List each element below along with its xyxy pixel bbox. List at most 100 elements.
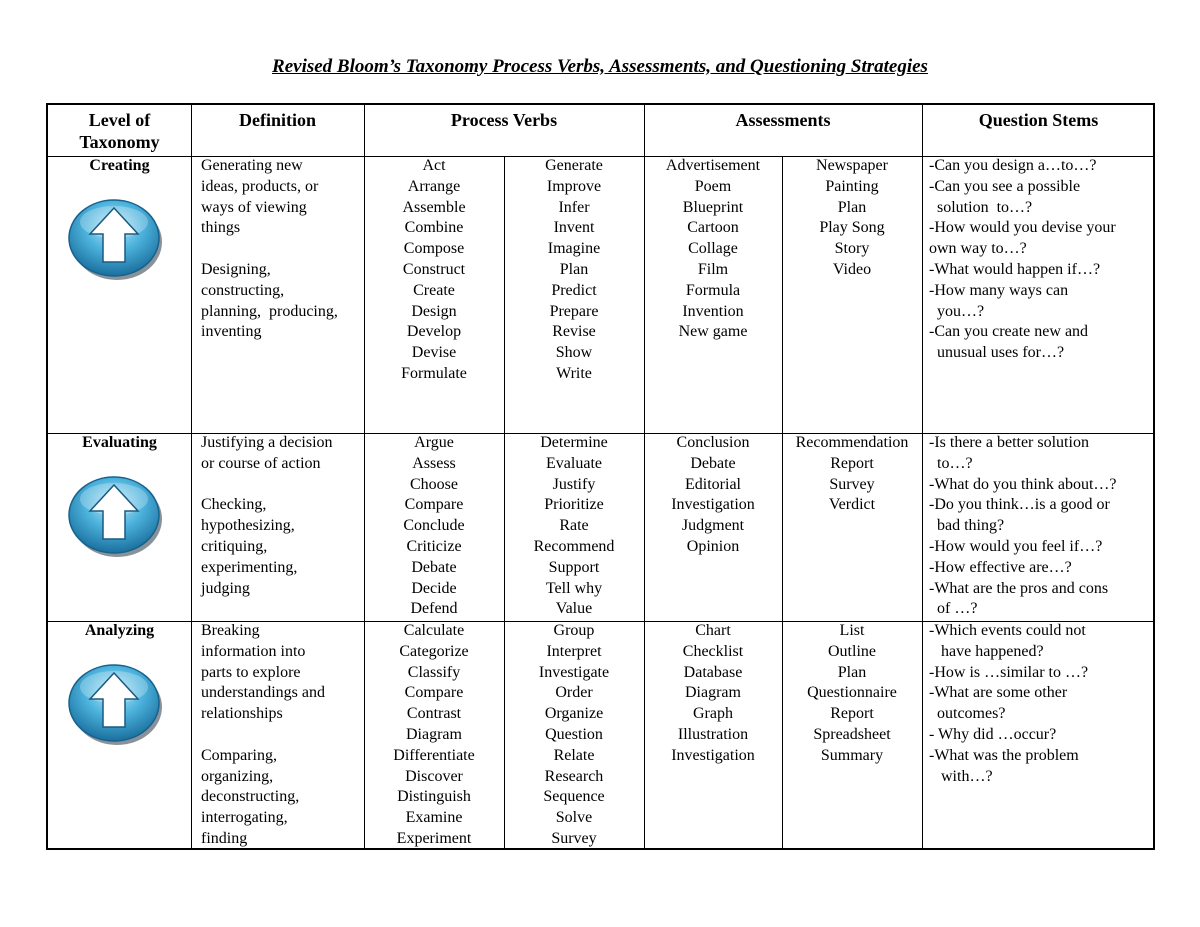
cell-line: Outline bbox=[828, 642, 876, 660]
cell-line: Recommend bbox=[533, 537, 615, 555]
cell-line: Act bbox=[422, 157, 446, 174]
definition-cell: Breaking information into parts to explore… bbox=[201, 621, 325, 850]
assessments-cell: Advertisement Poem Blueprint Cartoon Collage… bbox=[644, 156, 782, 343]
definition-cell: Generating new ideas, products, or ways of… bbox=[201, 156, 338, 343]
cell-line: Categorize bbox=[399, 642, 469, 660]
cell-line: Compose bbox=[403, 240, 465, 258]
cell-line: Predict bbox=[551, 281, 597, 299]
cell-line: Show bbox=[555, 344, 593, 362]
cell-line: Organize bbox=[544, 705, 604, 723]
cell-line: planning, producing, bbox=[201, 302, 338, 320]
cell-line: Breaking bbox=[201, 622, 260, 639]
cell-line bbox=[201, 239, 338, 260]
cell-line: Checklist bbox=[682, 642, 744, 660]
cell-line: New game bbox=[678, 323, 748, 341]
cell-line: Generate bbox=[545, 157, 603, 174]
cell-line: Blueprint bbox=[682, 198, 744, 216]
process-verbs-cell: Group Interpret Investigate Order Organize Qu… bbox=[504, 621, 644, 850]
cell-line: Relate bbox=[553, 746, 595, 764]
cell-line: outcomes? bbox=[929, 705, 1006, 723]
cell-line: Film bbox=[697, 260, 729, 278]
cell-line: Judgment bbox=[681, 517, 745, 535]
cell-line: judging bbox=[201, 579, 250, 597]
cell-line: Design bbox=[411, 302, 457, 320]
cell-line: Newspaper bbox=[816, 157, 888, 174]
cell-line: Cartoon bbox=[687, 219, 739, 237]
up-arrow-icon bbox=[68, 661, 164, 747]
cell-line: Story bbox=[834, 240, 870, 258]
cell-line: -Can you create new and bbox=[929, 323, 1089, 341]
cell-line: Solve bbox=[555, 809, 593, 827]
cell-line: ideas, products, or bbox=[201, 177, 319, 195]
cell-line: Generating new bbox=[201, 157, 303, 174]
question-stems-cell: -Which events could not have happened? -H… bbox=[929, 621, 1088, 787]
cell-line: Order bbox=[555, 684, 593, 702]
cell-line: to…? bbox=[929, 454, 973, 472]
level-label: Analyzing bbox=[84, 622, 155, 639]
cell-line: Classify bbox=[407, 663, 461, 681]
up-arrow-icon bbox=[68, 196, 164, 282]
cell-line: Develop bbox=[406, 323, 462, 341]
cell-line: information into bbox=[201, 642, 306, 660]
cell-line: Infer bbox=[558, 198, 590, 216]
cell-line: critiquing, bbox=[201, 537, 268, 555]
process-verbs-cell: Act Arrange Assemble Combine Compose Construc… bbox=[364, 156, 504, 385]
question-stems-cell: -Can you design a…to…? -Can you see a pos… bbox=[929, 156, 1116, 364]
cell-line: -Can you see a possible bbox=[929, 177, 1081, 195]
cell-line: deconstructing, bbox=[201, 788, 300, 806]
cell-line: understandings and bbox=[201, 684, 325, 702]
cell-line: Investigate bbox=[538, 663, 610, 681]
cell-line: Distinguish bbox=[397, 788, 471, 806]
cell-line: Assemble bbox=[402, 198, 466, 216]
cell-line: -What was the problem bbox=[929, 746, 1079, 764]
cell-line: inventing bbox=[201, 323, 262, 341]
cell-line: unusual uses for…? bbox=[929, 344, 1065, 362]
header-process-verbs: Process Verbs bbox=[450, 110, 558, 130]
cell-line: Debate bbox=[690, 454, 736, 472]
level-label: Evaluating bbox=[82, 434, 157, 451]
cell-line: Invention bbox=[682, 302, 744, 320]
cell-line: - Why did …occur? bbox=[929, 725, 1057, 743]
cell-line: -How many ways can bbox=[929, 281, 1069, 299]
cell-line: Editorial bbox=[685, 475, 741, 493]
cell-line: solution to…? bbox=[929, 198, 1033, 216]
cell-line: or course of action bbox=[201, 454, 321, 472]
cell-line: Survey bbox=[829, 475, 875, 493]
cell-line: -Which events could not bbox=[929, 622, 1086, 639]
cell-line: Sequence bbox=[543, 788, 605, 806]
up-arrow-icon bbox=[68, 473, 164, 559]
cell-line: Compare bbox=[404, 684, 464, 702]
cell-line: Report bbox=[830, 705, 874, 723]
cell-line: Construct bbox=[402, 260, 466, 278]
cell-line: Designing, bbox=[201, 260, 271, 278]
cell-line: -What are some other bbox=[929, 684, 1068, 702]
cell-line: Create bbox=[413, 281, 455, 299]
cell-line: parts to explore bbox=[201, 663, 301, 681]
cell-line: Research bbox=[544, 767, 604, 785]
cell-line: Differentiate bbox=[393, 746, 475, 764]
question-stems-cell: -Is there a better solution to…? -What do… bbox=[929, 433, 1117, 620]
cell-line: Verdict bbox=[828, 496, 876, 514]
assessments-cell: Newspaper Painting Plan Play Song Story Video bbox=[782, 156, 922, 281]
cell-line: -What would happen if…? bbox=[929, 260, 1101, 278]
cell-line: Criticize bbox=[406, 537, 462, 555]
cell-line: -How is …similar to …? bbox=[929, 663, 1089, 681]
cell-line: Arrange bbox=[407, 177, 461, 195]
process-verbs-cell: Calculate Categorize Classify Compare Contra… bbox=[364, 621, 504, 850]
cell-line: Conclude bbox=[403, 517, 465, 535]
cell-line: -Do you think…is a good or bbox=[929, 496, 1110, 514]
cell-line: -How would you devise your bbox=[929, 219, 1116, 237]
cell-line: Prioritize bbox=[544, 496, 604, 514]
cell-line: Diagram bbox=[685, 684, 741, 702]
cell-line: relationships bbox=[201, 705, 283, 723]
cell-line: Imagine bbox=[547, 240, 601, 258]
cell-line: bad thing? bbox=[929, 517, 1005, 535]
cell-line: Play Song bbox=[819, 219, 885, 237]
cell-line: Report bbox=[830, 454, 874, 472]
cell-line: ways of viewing bbox=[201, 198, 307, 216]
cell-line: List bbox=[839, 622, 865, 639]
cell-line: Argue bbox=[414, 434, 454, 451]
cell-line: Plan bbox=[837, 663, 867, 681]
cell-line: Determine bbox=[540, 434, 608, 451]
cell-line: -What do you think about…? bbox=[929, 475, 1117, 493]
